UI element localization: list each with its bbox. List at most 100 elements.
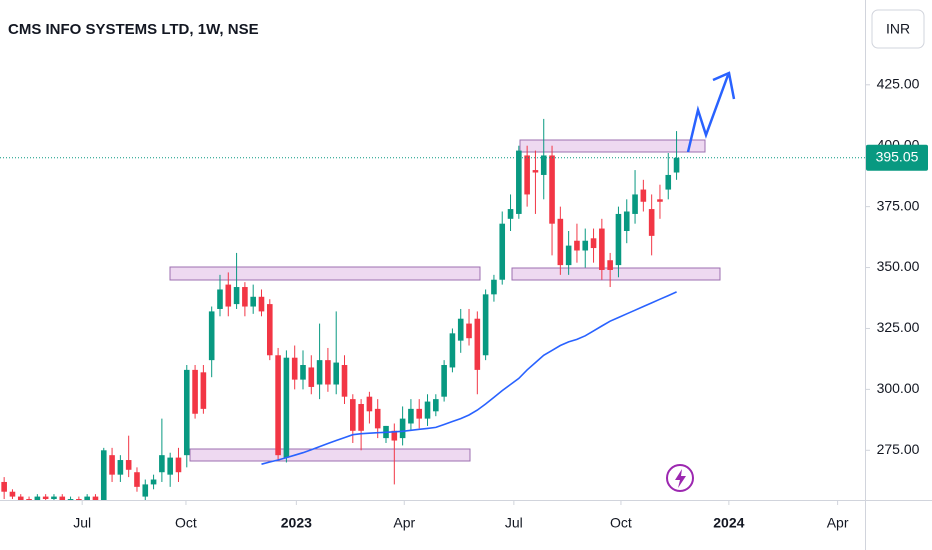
candle-body bbox=[308, 367, 315, 387]
y-tick-label: 375.00 bbox=[877, 197, 920, 213]
chart-title: CMS INFO SYSTEMS LTD, 1W, NSE bbox=[8, 21, 259, 38]
lightning bbox=[675, 469, 686, 488]
x-tick-label: Jul bbox=[505, 515, 523, 531]
candle-body bbox=[109, 455, 115, 475]
candle-body bbox=[325, 360, 331, 385]
candle-body bbox=[192, 369, 198, 414]
candle-body bbox=[283, 357, 290, 458]
candle-body bbox=[200, 372, 207, 409]
candle-body bbox=[291, 357, 298, 380]
candle-body bbox=[499, 223, 506, 280]
candle-body bbox=[491, 279, 497, 295]
candle-body bbox=[657, 199, 663, 202]
candle-body bbox=[673, 157, 680, 173]
candle-body bbox=[117, 460, 124, 475]
y-tick-label: 325.00 bbox=[877, 319, 920, 335]
candle-body bbox=[565, 245, 572, 266]
candle-body bbox=[582, 240, 589, 251]
candle-body bbox=[17, 496, 24, 500]
candle-body bbox=[540, 155, 547, 175]
candle-body bbox=[26, 499, 32, 500]
candle-body bbox=[250, 296, 256, 307]
candle-body bbox=[1, 481, 7, 492]
candle-body bbox=[648, 209, 655, 236]
candle-body bbox=[466, 323, 472, 339]
candle-body bbox=[92, 496, 99, 500]
candle-body bbox=[84, 496, 90, 500]
candle-body bbox=[549, 155, 555, 224]
candle-body bbox=[159, 455, 165, 473]
candle-body bbox=[516, 150, 522, 214]
candle-body bbox=[449, 333, 456, 368]
x-tick-label: Oct bbox=[610, 515, 632, 531]
x-tick-label: Oct bbox=[175, 515, 197, 531]
candle-body bbox=[225, 284, 232, 307]
candle-body bbox=[9, 491, 16, 497]
candle-body bbox=[590, 238, 597, 249]
candle-body bbox=[665, 174, 672, 190]
candle-body bbox=[150, 479, 157, 485]
moving-average bbox=[261, 291, 677, 465]
candle-body bbox=[275, 355, 281, 456]
candle-body bbox=[507, 209, 514, 219]
last-price-box bbox=[866, 144, 928, 171]
x-tick-label: Apr bbox=[827, 515, 849, 531]
x-tick-label: Jul bbox=[73, 515, 91, 531]
candle-body bbox=[391, 430, 398, 441]
candle-body bbox=[524, 155, 530, 195]
candle-body bbox=[167, 457, 173, 475]
candle-body bbox=[134, 472, 140, 487]
candle-body bbox=[632, 194, 638, 214]
arrow-head bbox=[712, 71, 736, 100]
candle-body bbox=[599, 228, 605, 270]
candle-body bbox=[532, 170, 539, 173]
currency: INR bbox=[886, 21, 910, 37]
candle-body bbox=[640, 189, 647, 202]
candle-body bbox=[333, 362, 340, 385]
candle-body bbox=[416, 408, 423, 419]
x-tick-label: 2024 bbox=[713, 515, 744, 531]
candle-body bbox=[607, 260, 613, 270]
candle-body bbox=[623, 211, 630, 231]
projection-arrow bbox=[686, 74, 730, 153]
candle-body bbox=[399, 418, 406, 439]
x-tick-label: 2023 bbox=[281, 515, 312, 531]
candle-body bbox=[183, 369, 190, 456]
candle-body bbox=[258, 296, 265, 312]
zone bbox=[189, 448, 471, 462]
y-tick-label: 275.00 bbox=[877, 441, 920, 457]
candle-body bbox=[42, 496, 49, 500]
candle-body bbox=[300, 365, 306, 380]
candle-body bbox=[34, 496, 41, 500]
candle-body bbox=[424, 401, 431, 419]
candle-body bbox=[350, 399, 356, 431]
candle-body bbox=[615, 213, 622, 266]
candle-body bbox=[51, 496, 57, 500]
zone bbox=[519, 139, 706, 153]
title-bg bbox=[0, 14, 245, 44]
candle-body bbox=[125, 460, 132, 470]
candle-body bbox=[142, 484, 149, 497]
candle-body bbox=[233, 287, 240, 305]
candle-body bbox=[474, 318, 481, 370]
currency-button[interactable] bbox=[871, 9, 925, 49]
candle-body bbox=[175, 457, 182, 473]
candle-body bbox=[76, 499, 82, 500]
candle-body bbox=[341, 365, 348, 397]
zone bbox=[511, 267, 721, 281]
candle-body bbox=[374, 408, 381, 429]
last-price-label: 395.05 bbox=[876, 148, 919, 164]
candle-body bbox=[59, 496, 66, 500]
candle-body bbox=[557, 218, 564, 266]
x-tick-label: Apr bbox=[393, 515, 415, 531]
candle-body bbox=[100, 450, 107, 500]
y-tick-label: 350.00 bbox=[877, 258, 920, 274]
candle-body bbox=[358, 403, 364, 431]
candle-body bbox=[433, 399, 439, 412]
plot-area bbox=[1, 118, 721, 500]
candle-body bbox=[482, 294, 489, 356]
candle-body bbox=[217, 289, 223, 309]
candle-body bbox=[366, 396, 373, 412]
